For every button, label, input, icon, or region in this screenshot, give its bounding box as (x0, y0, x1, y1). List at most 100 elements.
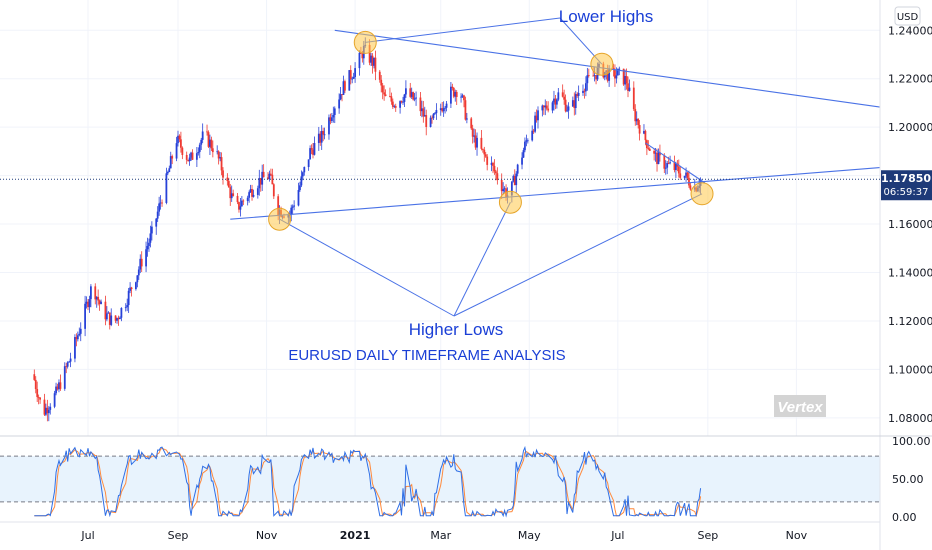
candle-body (161, 202, 163, 204)
candle-body (525, 140, 528, 142)
candle-body (209, 139, 211, 147)
candle-body (98, 300, 101, 305)
candle-body (219, 157, 221, 159)
candle-body (612, 68, 615, 70)
highlight-circle (353, 30, 377, 54)
candle-body (271, 174, 274, 185)
candle-body (37, 396, 40, 398)
candle-body (261, 171, 264, 185)
candle-body (117, 318, 120, 320)
price-tick-label: 1.22000 (888, 73, 932, 86)
candle-body (400, 101, 403, 103)
candle-body (585, 83, 587, 92)
candle-body (87, 301, 89, 308)
candle-body (628, 87, 631, 91)
price-tick-label: 1.14000 (888, 267, 932, 280)
candle-body (49, 406, 52, 410)
stochastic-k-line (34, 445, 702, 518)
candle-body (534, 115, 536, 132)
candle-body (608, 68, 611, 81)
candle-body (492, 162, 494, 166)
candle-body (210, 139, 213, 149)
candle-body (114, 315, 117, 321)
candle-body (191, 152, 194, 160)
candle-body (150, 226, 153, 234)
candle-body (638, 124, 641, 134)
candle-body (577, 92, 580, 96)
candle-body (500, 180, 503, 192)
candle-body (412, 92, 415, 100)
candle-body (312, 149, 314, 155)
candle-body (47, 409, 50, 414)
candle-body (178, 135, 181, 140)
price-tick-label: 1.20000 (888, 121, 932, 134)
candle-body (107, 312, 110, 314)
time-tick-label: Nov (786, 529, 808, 542)
lower-highs-pointer (365, 17, 561, 43)
candle-body (317, 133, 320, 144)
candle-body (322, 130, 325, 135)
candle-body (230, 193, 233, 199)
candle-body (249, 189, 252, 193)
candle-body (36, 389, 39, 397)
candle-body (116, 318, 118, 321)
candle-body (422, 108, 425, 117)
candle-body (348, 70, 351, 91)
candle-body (622, 68, 625, 85)
candle-body (270, 173, 272, 175)
time-axis[interactable]: Jul Sep Nov 2021 Mar May Jul Sep Nov (80, 529, 807, 542)
candle-body (673, 162, 676, 171)
oscillator-axis[interactable]: 100.00 50.00 0.00 (892, 435, 931, 524)
candle-body (309, 148, 311, 160)
candle-body (227, 181, 230, 188)
price-tick-label: 1.24000 (888, 24, 932, 37)
candle-body (207, 132, 210, 147)
candle-body (564, 99, 567, 112)
candle-body (595, 75, 597, 80)
candle-body (351, 78, 354, 80)
candle-body (634, 109, 637, 122)
time-tick-label: Jul (80, 529, 94, 542)
short-resistance-line (645, 142, 706, 184)
time-tick-label: Sep (697, 529, 718, 542)
candle-body (373, 57, 375, 66)
candle-body (303, 167, 306, 173)
candle-body (259, 177, 262, 185)
candle-body (95, 296, 98, 300)
currency-button[interactable] (894, 6, 921, 26)
candle-body (455, 91, 458, 98)
candle-body (374, 57, 377, 72)
candle-body (632, 87, 635, 110)
candle-body (169, 156, 172, 169)
currency-label: USD (897, 12, 919, 23)
candle-body (248, 192, 251, 198)
candle-body (320, 130, 323, 143)
oscillator-tick-label: 50.00 (892, 473, 924, 486)
candle-body (135, 282, 137, 290)
candle-body (156, 211, 159, 219)
candle-body (480, 137, 483, 149)
candle-body (232, 193, 235, 196)
candle-body (526, 140, 529, 142)
candle-body (104, 301, 107, 320)
candle-body (624, 76, 626, 85)
highlight-circle (498, 190, 522, 214)
candle-body (344, 81, 346, 91)
candle-body (425, 115, 428, 127)
candle-body (442, 108, 445, 112)
candle-body (460, 96, 462, 98)
candle-body (272, 184, 275, 197)
price-axis[interactable]: 1.240001.220001.200001.180001.160001.140… (888, 24, 932, 425)
oscillator-tick-label: 0.00 (892, 511, 917, 524)
candle-body (332, 115, 335, 118)
candle-body (657, 152, 660, 165)
candle-body (586, 75, 589, 84)
candle-body (618, 68, 621, 70)
time-tick-label: Mar (430, 529, 451, 542)
candle-body (547, 108, 550, 111)
highlight-circles (268, 30, 714, 231)
candle-body (676, 163, 679, 167)
candle-body (541, 105, 544, 111)
candle-body (46, 407, 49, 414)
candle-body (471, 128, 474, 137)
